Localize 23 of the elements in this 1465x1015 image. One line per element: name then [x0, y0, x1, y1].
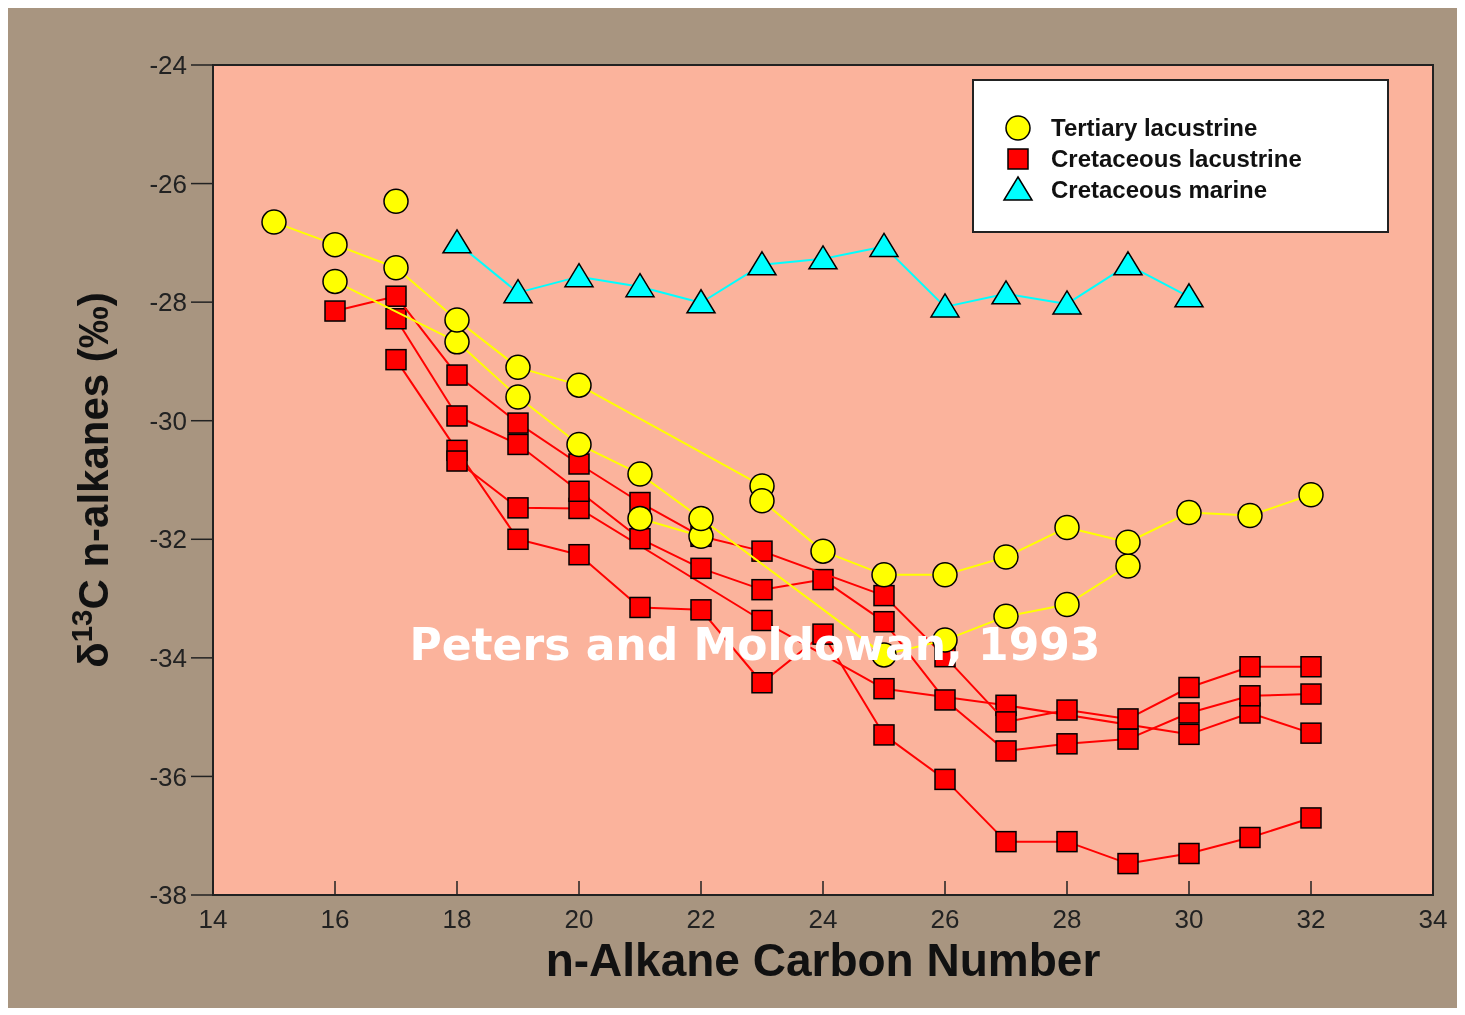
y-tick-label: -38: [149, 880, 187, 911]
y-tick-label: -36: [149, 761, 187, 792]
x-axis-title: n-Alkane Carbon Number: [545, 934, 1101, 986]
y-tick-label: -26: [149, 168, 187, 199]
x-tick-label: 22: [686, 904, 716, 934]
y-tick-label: -24: [149, 50, 187, 81]
x-tick-label: 20: [564, 904, 594, 934]
legend-label: Tertiary lacustrine: [1051, 114, 1258, 141]
x-tick-label: 16: [320, 904, 350, 934]
y-tick-label: -32: [149, 524, 187, 555]
x-tick-label: 26: [930, 904, 960, 934]
legend-label: Cretaceous marine: [1051, 176, 1268, 203]
x-tick-label: 30: [1174, 904, 1204, 934]
x-tick-label: 24: [808, 904, 838, 934]
y-tick-label: -30: [149, 405, 187, 436]
legend-label: Cretaceous lacustrine: [1051, 145, 1302, 172]
y-tick-label: -28: [149, 287, 187, 318]
x-tick-label: 34: [1418, 904, 1448, 934]
x-tick-label: 18: [442, 904, 472, 934]
x-tick-label: 14: [198, 904, 228, 934]
x-tick-label: 32: [1296, 904, 1326, 934]
x-tick-label: 28: [1052, 904, 1082, 934]
y-tick-label: -34: [149, 642, 187, 673]
